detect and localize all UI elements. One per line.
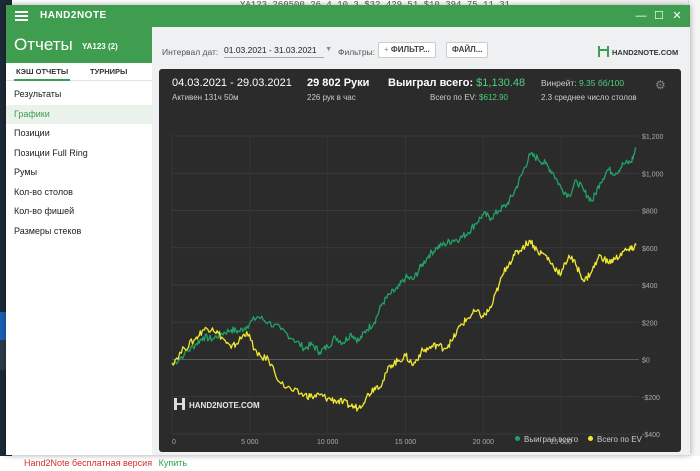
date-interval-value: 01.03.2021 - 31.03.2021 xyxy=(224,45,317,55)
y-tick-label: $1,000 xyxy=(642,171,664,178)
sidebar-item-rooms[interactable]: Румы xyxy=(14,167,38,177)
chart-watermark: HAND2NOTE.COM xyxy=(189,401,260,410)
tab-cash-reports[interactable]: КЭШ ОТЧЕТЫ xyxy=(13,67,71,81)
y-tick-label: -$400 xyxy=(642,432,660,439)
filter-button[interactable]: + ФИЛЬТР... xyxy=(378,42,436,58)
sidebar-item-results[interactable]: Результаты xyxy=(14,89,62,99)
buy-link[interactable]: Купить xyxy=(158,458,188,468)
legend-dot-won xyxy=(515,436,520,441)
watermark-logo-bar-middle xyxy=(174,403,185,405)
free-version-label: Hand2Note бесплатная версия xyxy=(24,458,153,468)
sidebar-item-positions[interactable]: Позиции xyxy=(14,128,50,138)
hands-count: 29 802 Руки xyxy=(307,77,370,89)
status-footer: Hand2Note бесплатная версия Купить xyxy=(0,456,700,471)
ev-total-value: $612.90 xyxy=(479,93,508,102)
filters-label: Фильтры: xyxy=(338,47,376,57)
sidebar: Отчеты YA123 (2) КЭШ ОТЧЕТЫ ТУРНИРЫ Резу… xyxy=(6,27,152,455)
maximize-button[interactable]: ☐ xyxy=(654,10,664,22)
y-tick-label: $800 xyxy=(642,209,658,216)
file-button[interactable]: ФАЙЛ... xyxy=(446,42,489,58)
ev-total-label: Всего по EV: xyxy=(430,93,477,102)
tab-tournaments[interactable]: ТУРНИРЫ xyxy=(90,67,128,76)
won-total: Выиграл всего: $1,130.48 xyxy=(388,77,525,89)
gear-icon[interactable]: ⚙ xyxy=(655,78,666,92)
legend-dot-ev xyxy=(588,436,593,441)
date-interval-dropdown[interactable]: 01.03.2021 - 31.03.2021 ▼ xyxy=(224,45,332,58)
sidebar-item-positions-full-ring[interactable]: Позиции Full Ring xyxy=(14,147,88,158)
sidebar-item-graphs[interactable]: Графики xyxy=(6,104,152,124)
plus-icon: + xyxy=(384,45,391,54)
y-tick-label: $200 xyxy=(642,320,658,327)
titlebar: HAND2NOTE — ☐ ✕ xyxy=(6,5,690,27)
x-tick-label: 5 000 xyxy=(241,439,259,446)
x-tick-label: 15 000 xyxy=(395,439,417,446)
winrate-value: 9.35 бб/100 xyxy=(578,78,625,88)
legend-item-won: Выиграл всего xyxy=(515,435,578,444)
hands-per-hour: 226 рук в час xyxy=(307,93,356,102)
chart-panel: 04.03.2021 - 29.03.2021 Активен 131ч 50м… xyxy=(159,69,681,452)
winrate: Винрейт: 9.35 бб/100 xyxy=(541,78,624,88)
sidebar-item-table-count[interactable]: Кол-во столов xyxy=(14,186,73,197)
y-tick-label: $0 xyxy=(642,358,650,365)
won-total-value: $1,130.48 xyxy=(476,77,526,89)
y-tick-label: $1,200 xyxy=(642,134,664,141)
active-time: Активен 131ч 50м xyxy=(172,93,239,102)
interval-label: Интервал дат: xyxy=(162,47,219,57)
hand2note-logo: HAND2NOTE.COM xyxy=(598,44,678,57)
avg-tables: 2.3 среднее число столов xyxy=(541,93,637,102)
minimize-button[interactable]: — xyxy=(635,10,647,22)
x-tick-label: 0 xyxy=(172,439,176,446)
legend-item-ev: Всего по EV xyxy=(588,435,642,444)
series-line-won-total xyxy=(171,147,637,366)
y-tick-label: $400 xyxy=(642,283,658,290)
hand2note-window: HAND2NOTE — ☐ ✕ Отчеты YA123 (2) КЭШ ОТЧ… xyxy=(6,5,690,455)
close-button[interactable]: ✕ xyxy=(672,10,682,22)
won-total-label: Выиграл всего: xyxy=(388,77,474,89)
x-tick-label: 25 000 xyxy=(550,439,572,446)
ev-total: Всего по EV: $612.90 xyxy=(430,93,508,102)
winrate-label: Винрейт: xyxy=(541,78,577,88)
x-tick-label: 10 000 xyxy=(317,439,339,446)
chevron-down-icon: ▼ xyxy=(325,46,332,53)
profile-selector[interactable]: YA123 (2) xyxy=(82,42,118,51)
page-title: Отчеты xyxy=(14,35,73,54)
bankroll-chart: -$400 -$200 $0 $200 $400 $600 $800 $1,000 $1,200… xyxy=(171,134,664,446)
period-value: 04.03.2021 - 29.03.2021 xyxy=(172,77,292,89)
toolbar: Интервал дат: 01.03.2021 - 31.03.2021 ▼ … xyxy=(152,27,690,69)
hand2note-logo-icon xyxy=(598,46,609,57)
y-tick-label: $600 xyxy=(642,246,658,253)
main-content: Интервал дат: 01.03.2021 - 31.03.2021 ▼ … xyxy=(152,27,690,455)
sidebar-tabs: КЭШ ОТЧЕТЫ ТУРНИРЫ xyxy=(6,63,152,81)
sidebar-item-chip-count[interactable]: Кол-во фишей xyxy=(14,206,75,216)
x-tick-label: 20 000 xyxy=(473,439,495,446)
sidebar-item-stack-sizes[interactable]: Размеры стеков xyxy=(14,225,82,236)
sidebar-header: Отчеты YA123 (2) xyxy=(6,27,152,63)
series-line-ev-total xyxy=(171,239,637,412)
app-title: HAND2NOTE xyxy=(40,10,107,21)
hamburger-menu-icon[interactable] xyxy=(15,11,28,21)
y-tick-label: -$200 xyxy=(642,395,660,402)
